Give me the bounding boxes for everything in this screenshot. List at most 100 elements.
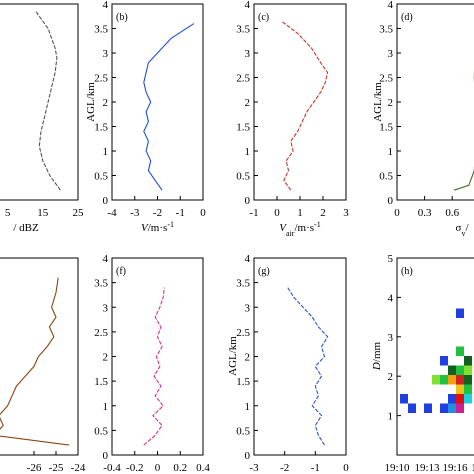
y-tick-label: 2	[103, 352, 109, 364]
panel-2: 0 0.5 1 1.5 2 2.5 3 3.5 4 -4 -3 -2 -1 0 V/m·s-1 (b) AGL/…	[85, 0, 206, 234]
x-tick-label: 0	[394, 207, 400, 219]
y-tick-label: 4	[103, 253, 109, 265]
x-tick-label: -0.4	[103, 462, 121, 474]
heatmap-cell	[440, 403, 448, 413]
x-tick-label: -25	[49, 462, 64, 474]
y-tick-label: 0	[245, 195, 251, 207]
x-tick-label: 5	[5, 207, 11, 219]
y-tick-label: 4	[245, 253, 251, 265]
panel-5: -26-25-24LDR/dB	[0, 257, 86, 474]
x-tick-label: 1	[297, 207, 303, 219]
x-tick-label: -1	[176, 207, 185, 219]
heatmap-cell	[464, 365, 472, 375]
x-tick-label: 0	[155, 462, 161, 474]
heatmap-cell	[448, 375, 456, 385]
x-tick-label: 25	[73, 207, 85, 219]
y-tick-label: 1	[103, 146, 109, 158]
y-tick-label: 4	[388, 292, 394, 304]
x-tick-label: -26	[27, 462, 42, 474]
y-tick-label: 1	[245, 401, 251, 413]
series-line	[287, 287, 329, 446]
series-line	[35, 10, 61, 191]
heatmap-cell	[448, 365, 456, 375]
x-tick-label: -3	[130, 207, 140, 219]
heatmap-cell	[432, 375, 440, 385]
y-tick-label: 0	[103, 195, 109, 207]
panel-tag: (h)	[401, 266, 413, 277]
heatmap-cell	[448, 394, 456, 404]
axes-frame	[396, 3, 474, 201]
y-tick-label: 2.5	[236, 73, 250, 85]
heatmap-cell	[424, 403, 432, 413]
axes-frame	[111, 257, 204, 456]
y-tick-label: 2	[245, 97, 251, 109]
y-tick-label: 2	[245, 352, 251, 364]
axes-frame	[396, 257, 474, 456]
y-axis-label: D/mm	[371, 341, 383, 371]
x-tick-label: -24	[71, 462, 86, 474]
y-tick-label: 1.5	[94, 122, 108, 134]
y-tick-label: 0	[388, 195, 394, 207]
heatmap-cell	[464, 384, 472, 394]
heatmap-cell	[456, 308, 464, 318]
x-tick-label: -2	[280, 462, 289, 474]
panel-6: 00.511.522.533.54-0.4-0.200.20.4Sk(f)	[94, 253, 210, 474]
x-tick-label: 19:10	[384, 462, 410, 474]
heatmap-cell	[448, 403, 456, 413]
heatmap-cell	[456, 384, 464, 394]
y-tick-label: 3.5	[236, 24, 250, 36]
panel-tag: (c)	[258, 12, 269, 23]
x-tick-label: -2	[153, 207, 162, 219]
x-tick-label: -3	[249, 462, 259, 474]
heatmap-cell	[456, 365, 464, 375]
y-tick-label: 2.5	[94, 327, 108, 339]
x-tick-label: 19:13	[414, 462, 440, 474]
y-tick-label: 3.5	[236, 278, 250, 290]
y-tick-label: 5	[388, 253, 394, 265]
axes-frame	[111, 3, 204, 201]
heatmap-cell	[456, 375, 464, 385]
panel-tag: (d)	[401, 12, 413, 23]
x-tick-label: 0.4	[196, 462, 210, 474]
x-axis-label: σv/	[456, 222, 470, 238]
y-tick-label: 1	[388, 411, 394, 423]
y-tick-label: 2	[388, 97, 394, 109]
panel-1: 5 15 25 / dBZ	[0, 3, 85, 234]
y-tick-label: 3.5	[379, 24, 393, 36]
panel-4: 0 0.5 1 1.5 2 2.5 3 3.5 4 0 0.3 0.6 σv/ (d) AGL/km	[372, 0, 474, 238]
heatmap-cell	[456, 346, 464, 356]
heatmap-cell	[464, 394, 472, 404]
y-tick-label: 1.5	[236, 376, 250, 388]
y-tick-label: 2.5	[379, 73, 393, 85]
x-tick-label: 2	[320, 207, 326, 219]
y-tick-label: 3	[103, 302, 109, 314]
series-line	[143, 287, 165, 446]
y-tick-label: 4	[245, 0, 251, 11]
y-tick-label: 3.5	[94, 24, 108, 36]
x-tick-label: 3	[343, 207, 349, 219]
x-axis-label: / dBZ	[13, 222, 39, 234]
x-tick-label: 15	[37, 207, 49, 219]
y-tick-label: 2.5	[236, 327, 250, 339]
panel-tag: (g)	[258, 266, 270, 277]
y-tick-label: 0	[245, 450, 251, 462]
heatmap-cell	[464, 356, 472, 366]
heatmap-cell	[440, 375, 448, 385]
panel-tag: (b)	[116, 12, 128, 23]
y-tick-label: 0.5	[94, 171, 108, 183]
y-tick-label: 0.5	[236, 425, 250, 437]
y-tick-label: 1.5	[379, 122, 393, 134]
y-tick-label: 0.5	[94, 425, 108, 437]
series-line	[453, 70, 474, 191]
y-tick-label: 4	[103, 0, 109, 11]
x-tick-label: 0	[274, 207, 280, 219]
x-tick-label: 19:1	[471, 462, 474, 474]
y-tick-label: 1	[388, 146, 394, 158]
heatmap-cell	[456, 403, 464, 413]
y-tick-label: 2	[103, 97, 109, 109]
y-tick-label: 3.5	[94, 278, 108, 290]
y-tick-label: 3	[245, 302, 251, 314]
y-tick-label: 2	[388, 371, 394, 383]
